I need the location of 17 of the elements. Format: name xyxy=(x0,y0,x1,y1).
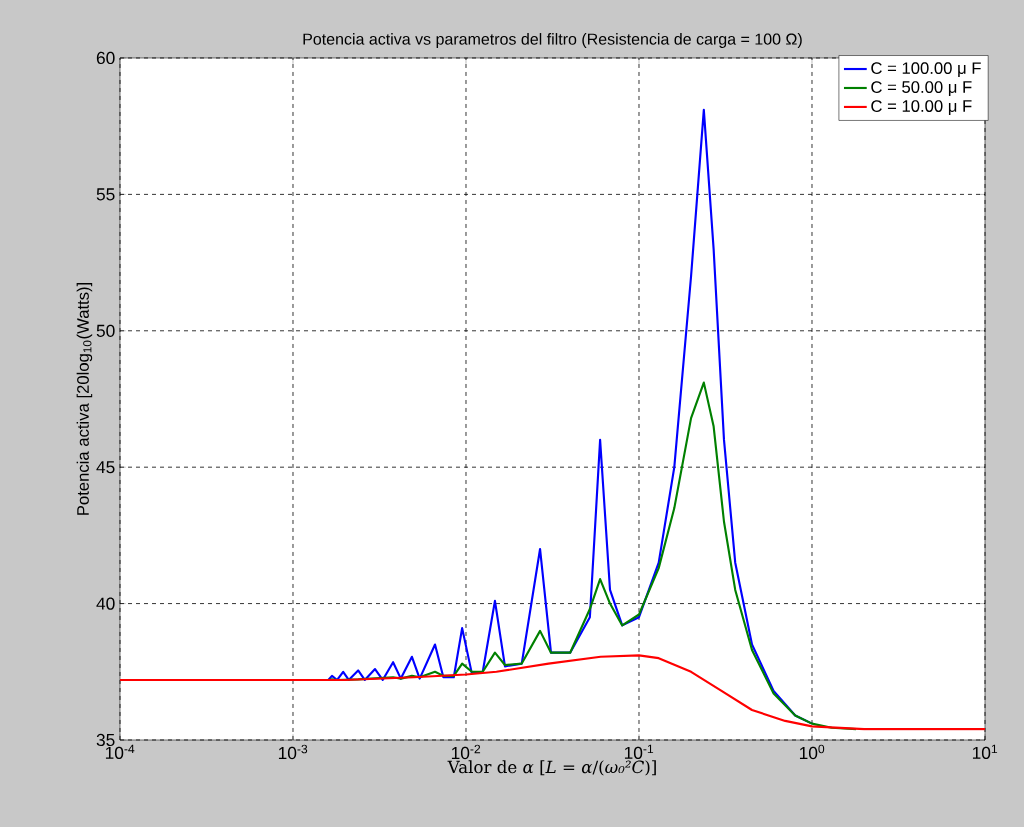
legend-label: C = 50.00 μ F xyxy=(871,81,972,96)
y-tick-label: 60 xyxy=(96,51,115,65)
text: Valor de α [L = α/(ω₀²C)] xyxy=(447,760,656,776)
x-tick-label: 10$^{1}$ xyxy=(972,744,998,760)
y-tick-label: 45 xyxy=(96,461,115,474)
x-tick-label: 10$^{0}$ xyxy=(799,744,825,760)
x-tick-label: 10$^{-2}$ xyxy=(451,744,481,760)
y-tick-label: 35 xyxy=(96,733,115,747)
legend-label: C = 100.00 μ F xyxy=(871,62,981,78)
legend-label: C = 10.00 μ F xyxy=(871,100,972,115)
x-tick-label: 10$^{-1}$ xyxy=(624,744,654,760)
chart-title: Potencia activa vs parametros del filtro (Resistencia de carga = 100 Ω) xyxy=(303,33,802,48)
y-tick-label: 40 xyxy=(96,597,115,610)
x-tick-label: 10$^{-3}$ xyxy=(278,744,308,760)
y-axis-title: Potencia activa [20log$_{10}$(Watts)] xyxy=(76,282,93,515)
y-tick-label: 50 xyxy=(96,324,115,337)
y-tick-label: 55 xyxy=(96,188,115,201)
